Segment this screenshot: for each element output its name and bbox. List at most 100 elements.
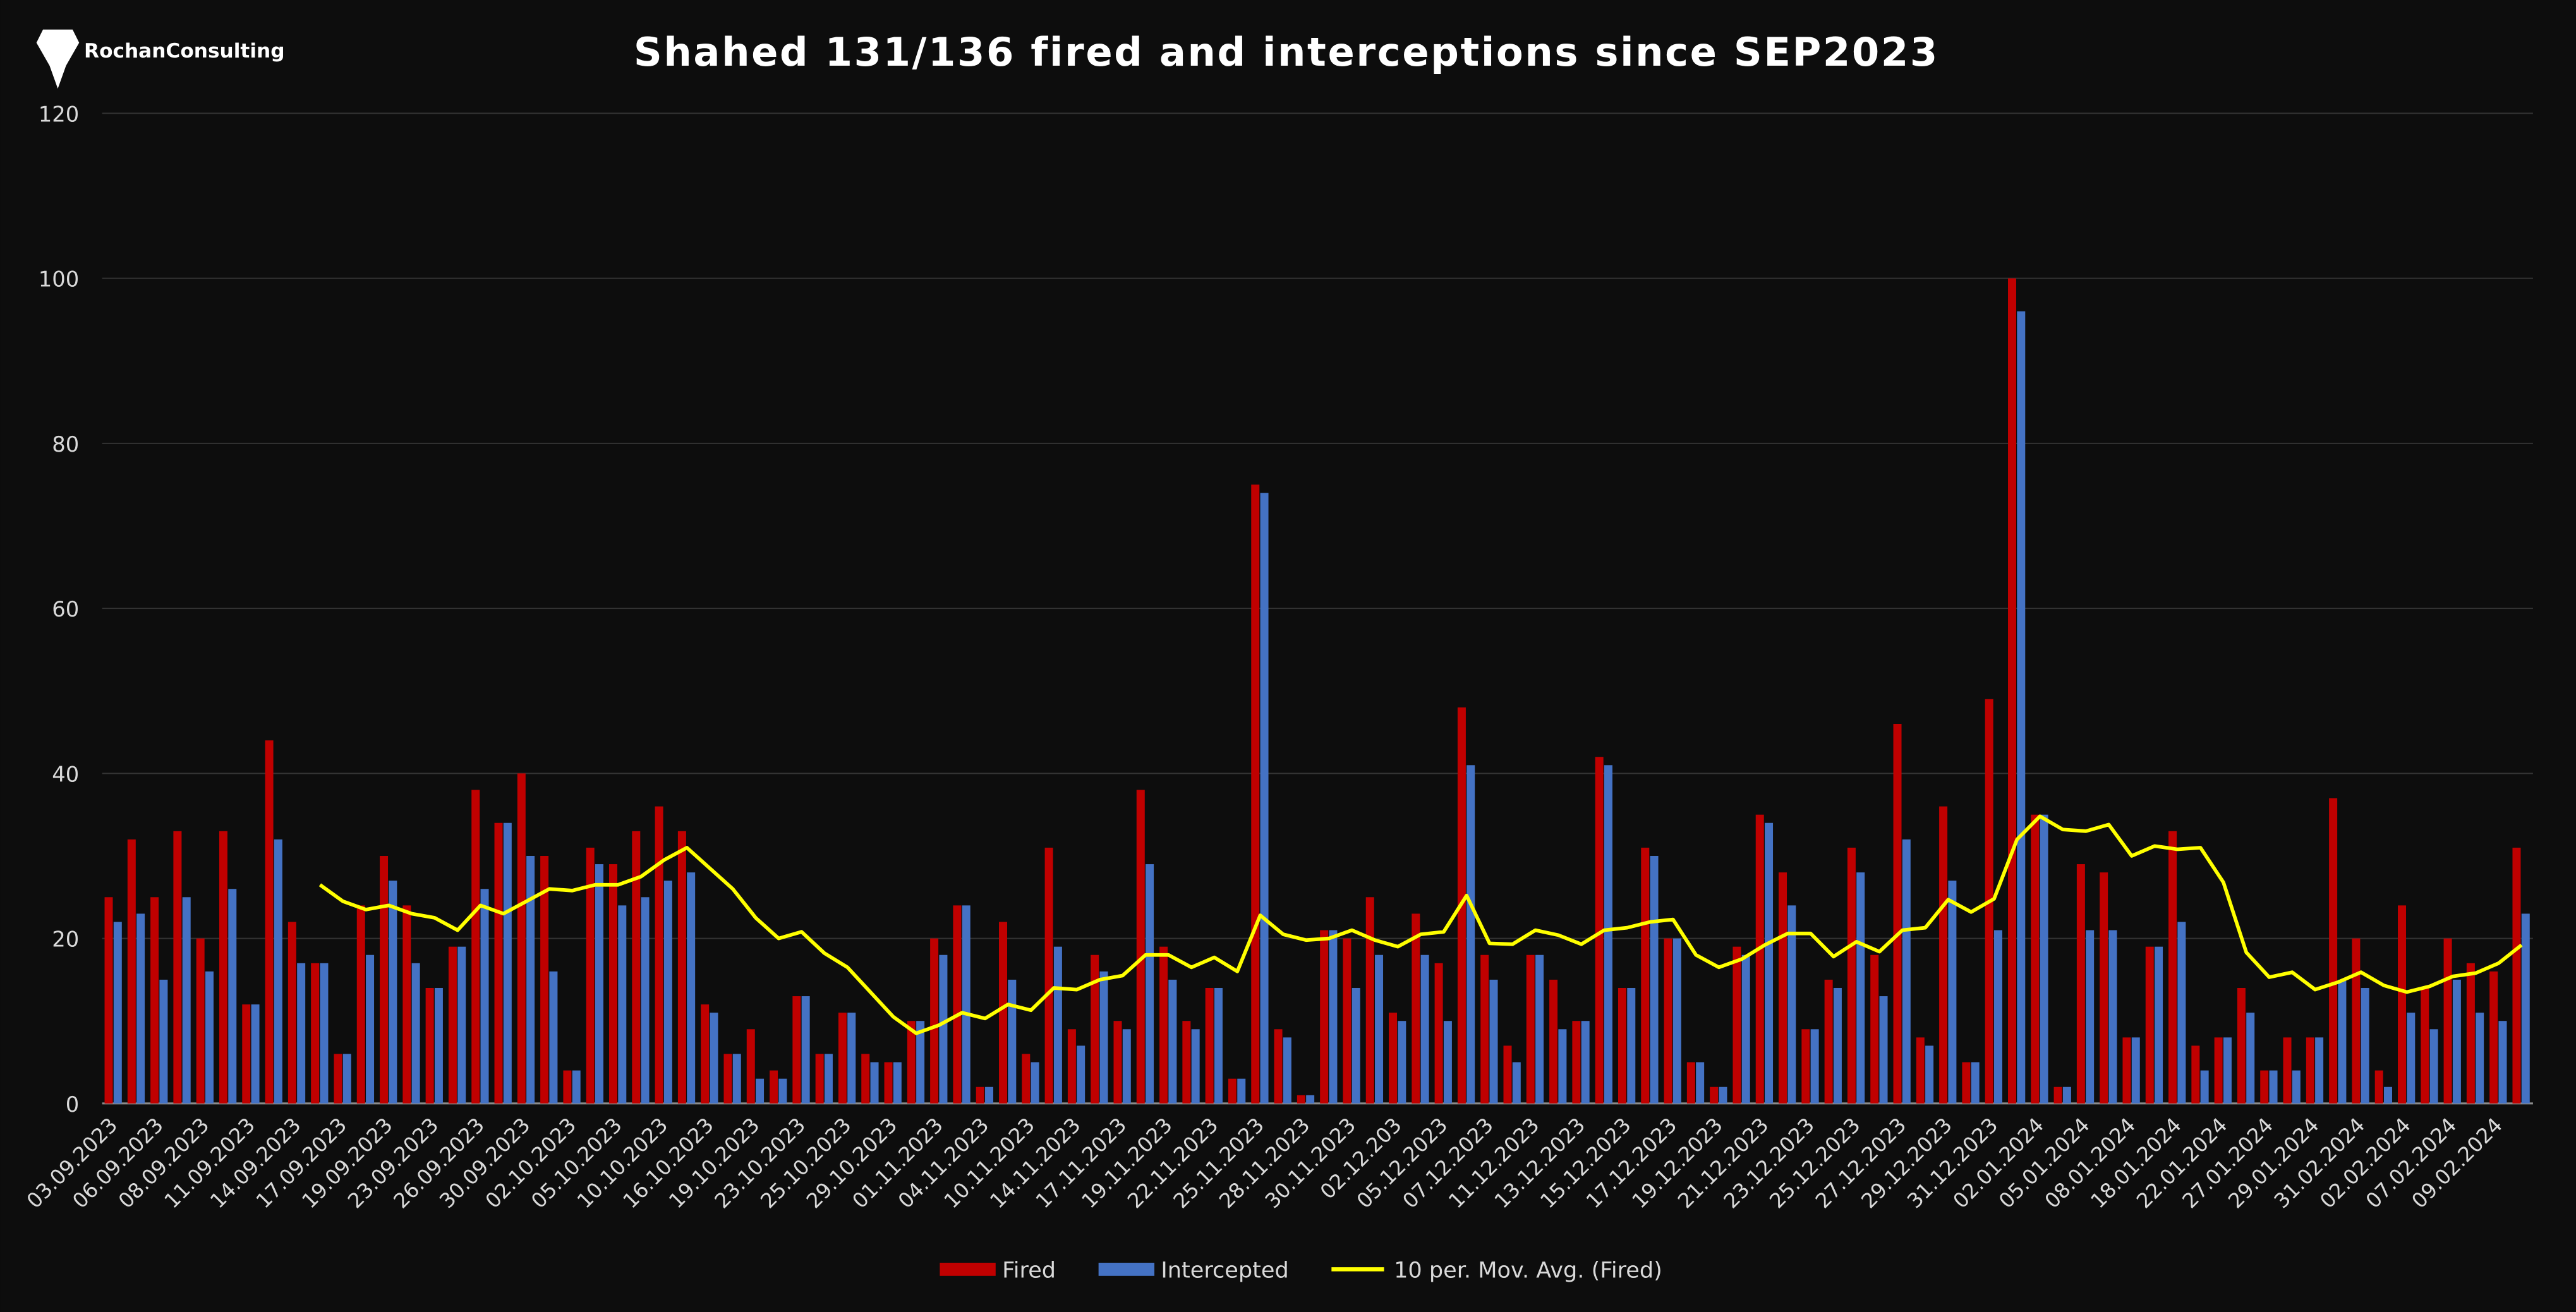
bar [710, 1013, 718, 1104]
bar [1214, 987, 1223, 1104]
bar [2398, 905, 2406, 1104]
y-tick-label: 20 [52, 927, 79, 952]
logo-icon [36, 29, 80, 89]
bar [838, 1013, 847, 1104]
bar [1480, 954, 1489, 1104]
bar [723, 1054, 732, 1104]
bar [778, 1078, 787, 1104]
bar [1627, 987, 1636, 1104]
bar [1420, 954, 1429, 1104]
bar [334, 1054, 342, 1104]
y-tick-label: 80 [52, 432, 79, 457]
bar [2498, 1021, 2507, 1104]
bar [1856, 872, 1865, 1104]
bar [1916, 1037, 1925, 1104]
bar [1732, 946, 1741, 1104]
bar [411, 963, 420, 1104]
bar [1572, 1021, 1581, 1104]
bar [1870, 954, 1879, 1104]
bar [2283, 1037, 2292, 1104]
bar [1779, 872, 1787, 1104]
bar [182, 897, 191, 1104]
legend: Fired Intercepted 10 per. Mov. Avg. (Fired… [940, 1257, 1662, 1283]
bar [870, 1062, 879, 1104]
bar [815, 1054, 824, 1104]
bar [608, 864, 617, 1104]
bar [1191, 1029, 1200, 1104]
bar [2306, 1037, 2314, 1104]
bar [1031, 1062, 1039, 1104]
bar [311, 963, 320, 1104]
bar [1008, 979, 1017, 1104]
bar [2374, 1070, 2383, 1104]
bar [205, 971, 214, 1104]
bar [1091, 954, 1099, 1104]
bar [540, 855, 549, 1104]
bar [677, 831, 686, 1104]
bar [1067, 1029, 1076, 1104]
bar [1251, 484, 1260, 1104]
bar [1755, 814, 1764, 1104]
bar [1260, 493, 1269, 1104]
y-tick-label: 120 [39, 102, 79, 126]
bar [1710, 1086, 1719, 1104]
bar [916, 1021, 925, 1104]
legend-swatch [940, 1263, 996, 1276]
bar [641, 897, 650, 1104]
bar [2007, 278, 2016, 1104]
bar [732, 1054, 741, 1104]
legend-label: 10 per. Mov. Avg. (Fired) [1394, 1257, 1662, 1283]
bar [2361, 987, 2369, 1104]
bar [824, 1054, 833, 1104]
bar [1343, 938, 1351, 1104]
bar [595, 864, 603, 1104]
bar [701, 1004, 710, 1104]
bar [517, 773, 526, 1104]
bar [1765, 822, 1774, 1104]
bar [663, 881, 672, 1104]
bar [127, 839, 136, 1104]
bar [1549, 979, 1558, 1104]
bar [2031, 814, 2040, 1104]
bar [1650, 855, 1659, 1104]
bar [1824, 979, 1833, 1104]
bar [930, 938, 939, 1104]
bar [2452, 979, 2461, 1104]
bar [1787, 905, 1796, 1104]
bar [1512, 1062, 1521, 1104]
bar [962, 905, 971, 1104]
bar [104, 897, 113, 1104]
bar [228, 889, 237, 1104]
bar [2200, 1070, 2209, 1104]
bar [1672, 938, 1681, 1104]
bar [2191, 1045, 2200, 1104]
bar [1053, 946, 1062, 1104]
bar [2476, 1013, 2484, 1104]
chart-title: Shahed 131/136 fired and interceptions s… [634, 29, 1939, 75]
bar [2053, 1086, 2062, 1104]
bar [1581, 1021, 1590, 1104]
bar [1389, 1013, 1398, 1104]
bar [1664, 938, 1672, 1104]
logo: RochanConsulting [36, 29, 285, 89]
bar [618, 905, 627, 1104]
bar [1044, 847, 1053, 1104]
bar [2122, 1037, 2131, 1104]
bar [792, 996, 801, 1104]
bar [113, 922, 122, 1104]
bar [2421, 987, 2429, 1104]
bar [847, 1013, 856, 1104]
bar [1113, 1021, 1122, 1104]
bar [1237, 1078, 1246, 1104]
bar [1939, 806, 1948, 1104]
bar [389, 881, 397, 1104]
bar [1696, 1062, 1705, 1104]
bar [2521, 913, 2530, 1104]
bar [1810, 1029, 1819, 1104]
bar [1686, 1062, 1695, 1104]
bar [1077, 1045, 1085, 1104]
bar [1879, 996, 1888, 1104]
bar [242, 1004, 251, 1104]
bar [150, 897, 159, 1104]
